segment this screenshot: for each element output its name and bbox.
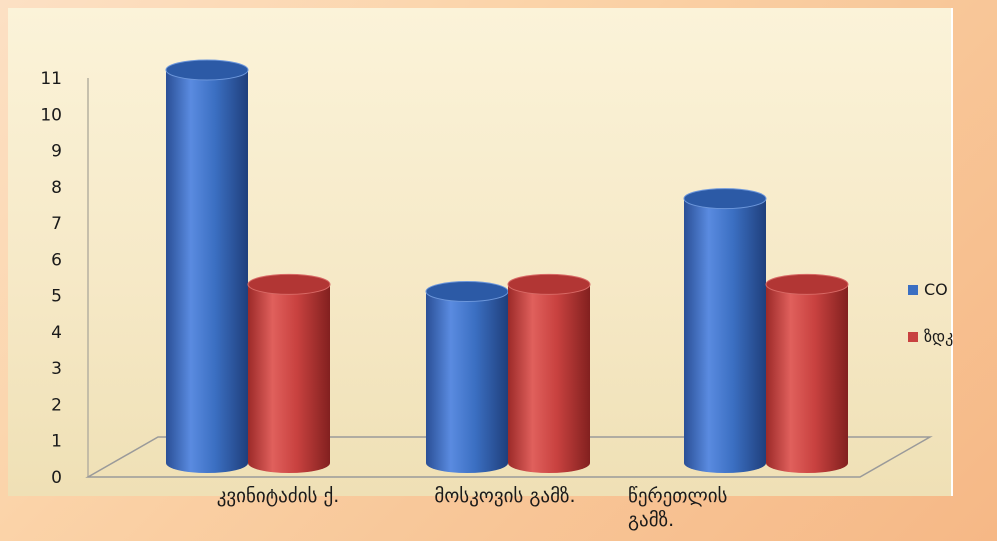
y-tick-label: 5 — [51, 287, 62, 307]
floor-plane — [85, 436, 933, 478]
bar-body — [248, 284, 330, 473]
y-tick-label: 0 — [51, 468, 62, 488]
y-tick-label: 10 — [40, 105, 62, 125]
category-label: წერეთლის გამზ. — [628, 485, 727, 531]
category-label: კვინიტაძის ქ. — [217, 485, 340, 507]
bar-body — [508, 284, 590, 473]
y-tick-label: 1 — [51, 432, 62, 452]
y-tick-label: 7 — [51, 214, 62, 234]
y-tick-label: 11 — [40, 69, 62, 89]
y-tick-labels: 0 1 2 3 4 5 6 7 8 9 10 11 — [40, 69, 62, 488]
y-tick-label: 3 — [51, 359, 62, 379]
bar — [683, 188, 767, 473]
bar-top — [425, 281, 509, 303]
bar-top — [507, 273, 591, 295]
bar-top — [165, 59, 249, 81]
legend: CO ზდკ — [908, 280, 953, 346]
category-labels: კვინიტაძის ქ. მოსკოვის გამზ. წერეთლის გამზ. — [217, 485, 728, 531]
bar-body — [166, 69, 248, 474]
bar-top — [683, 188, 767, 210]
bar — [765, 273, 849, 473]
y-tick-label: 9 — [51, 142, 62, 162]
legend-label: ზდკ — [924, 327, 953, 346]
bar — [507, 273, 591, 473]
bar — [165, 59, 249, 474]
bars — [165, 59, 849, 474]
bar-body — [766, 284, 848, 473]
bar-top — [247, 273, 331, 295]
bar — [247, 273, 331, 473]
bar-top — [765, 273, 849, 295]
legend-swatch — [908, 332, 918, 342]
y-tick-label: 6 — [51, 250, 62, 270]
y-tick-label: 8 — [51, 178, 62, 198]
legend-swatch — [908, 285, 918, 295]
legend-label: CO — [924, 280, 948, 299]
bar-body — [426, 291, 508, 473]
bar — [425, 281, 509, 473]
bar-body — [684, 198, 766, 473]
y-tick-label: 2 — [51, 395, 62, 415]
axes — [85, 78, 933, 478]
y-tick-label: 4 — [51, 323, 62, 343]
category-label: მოსკოვის გამზ. — [434, 485, 575, 507]
